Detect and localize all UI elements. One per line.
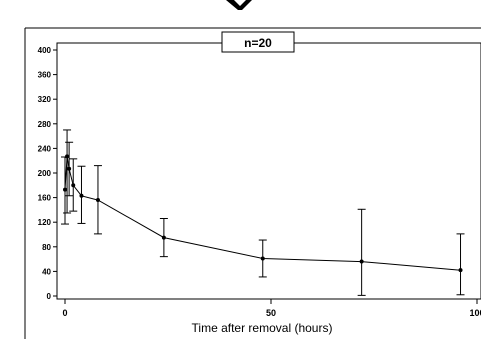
y-tick-label: 80 (42, 243, 51, 252)
y-axis: 0 40 80 120 160 200 240 280 320 360 400 (38, 46, 57, 301)
title-fragment (226, 0, 252, 10)
data-point (65, 154, 70, 159)
y-tick-label: 160 (38, 194, 52, 203)
data-points (63, 154, 463, 273)
y-tick-label: 240 (38, 144, 52, 153)
x-tick-label: 50 (266, 308, 276, 318)
y-tick-label: 280 (38, 120, 52, 129)
plot-frame (56, 42, 481, 300)
x-tick-label: 0 (62, 308, 67, 318)
data-point (79, 193, 84, 198)
data-point (63, 187, 67, 192)
error-bar (357, 208, 366, 296)
x-axis: 0 50 100 (62, 299, 481, 318)
error-bar (63, 129, 72, 214)
data-point (67, 166, 72, 171)
data-point (260, 256, 265, 261)
y-tick-label: 200 (38, 169, 52, 178)
y-tick-label: 360 (38, 71, 52, 80)
y-tick-label: 0 (47, 292, 52, 301)
y-tick-label: 40 (42, 267, 51, 276)
y-tick-label: 400 (38, 46, 52, 55)
y-tick-label: 320 (38, 95, 52, 104)
data-point (161, 235, 166, 240)
x-tick-label: 100 (469, 308, 481, 318)
legend: n=20 (221, 31, 295, 53)
error-bar (456, 233, 465, 296)
legend-text: n=20 (244, 36, 272, 50)
y-tick-label: 120 (38, 218, 52, 227)
data-point (71, 183, 76, 188)
data-point (359, 259, 364, 264)
data-point (458, 268, 463, 273)
data-point (95, 198, 100, 203)
x-axis-title: Time after removal (hours) (192, 321, 333, 335)
legend-box (221, 31, 295, 53)
series-line (64, 156, 461, 271)
error-bars (61, 129, 465, 296)
